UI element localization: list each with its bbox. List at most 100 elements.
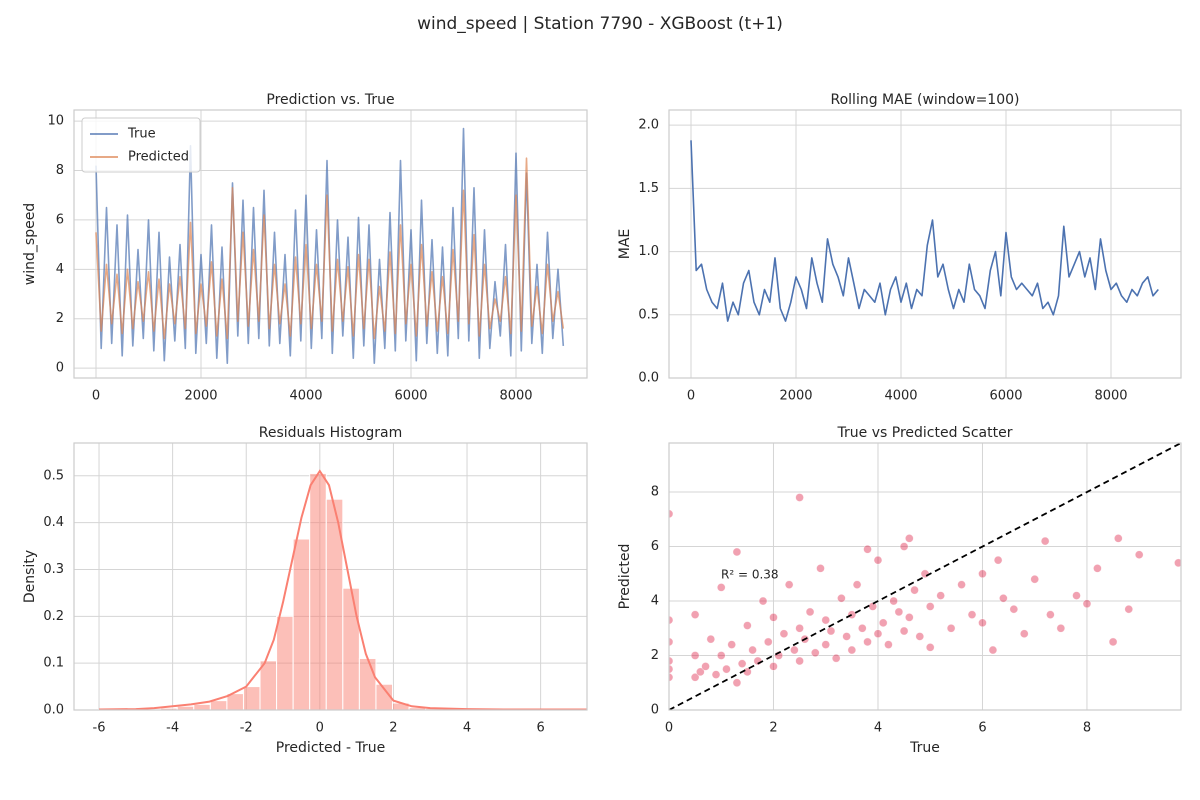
y-tick-label: 4 [651, 594, 659, 609]
scatter-point [690, 651, 700, 660]
scatter-point [795, 656, 804, 666]
scatter-point [946, 623, 956, 633]
plot-area [95, 127, 565, 364]
x-tick-label: 8000 [1094, 389, 1127, 404]
scatter-point [863, 637, 872, 647]
x-tick-label: 4 [874, 721, 882, 736]
scatter-point [1114, 534, 1123, 543]
x-tick-label: 4000 [289, 389, 322, 404]
axes-frame [73, 442, 588, 711]
x-tick-label: 6000 [989, 389, 1022, 404]
subplot: 0 2000 4000 6000 8000 0 2 4 6 8 10 Prediction vs. T… [22, 92, 588, 404]
scatter-point [1040, 536, 1050, 546]
subplot: 0 2000 4000 6000 8000 0.0 0.5 1.0 1.5 2.0 Rolling … [617, 92, 1182, 404]
y-tick-label: 8 [651, 485, 659, 500]
axes-frame [668, 109, 1182, 379]
subplot: 0 2 4 6 8 0 2 4 6 8 True vs Predicted Scatter True P… [617, 425, 1182, 756]
scatter-point [863, 544, 872, 554]
scatter-point [716, 651, 726, 660]
histogram-bar [292, 538, 311, 710]
scatter-point [732, 547, 742, 557]
plot-area [93, 469, 587, 710]
y-tick-label: 0.3 [43, 562, 64, 577]
y-tick-label: 1.5 [638, 181, 659, 196]
axes-frame [668, 442, 1182, 711]
scatter-point [1056, 623, 1066, 633]
scatter-point [669, 637, 674, 647]
x-tick-label: 4 [463, 721, 471, 736]
scatter-point [858, 623, 867, 633]
scatter-point [737, 659, 747, 668]
x-axis-label: Predicted - True [276, 740, 385, 756]
subplot-title: Prediction vs. True [266, 92, 394, 108]
figure-title: wind_speed | Station 7790 - XGBoost (t+1… [417, 14, 783, 34]
scatter-point [842, 632, 851, 641]
y-tick-label: 0.0 [638, 371, 659, 386]
x-tick-label: 2 [769, 721, 777, 736]
scatter-point [1093, 564, 1102, 573]
scatter-point [873, 629, 883, 639]
scatter-point [993, 555, 1003, 565]
identity-line [669, 443, 1181, 710]
scatter-point [1072, 591, 1081, 600]
scatter-point [831, 653, 841, 663]
scatter-point [816, 564, 825, 573]
scatter-point [936, 591, 945, 600]
scatter-point [894, 607, 904, 617]
y-tick-label: 6 [56, 212, 64, 227]
scatter-point [826, 626, 836, 636]
y-axis-label: MAE [617, 229, 633, 260]
scatter-point [669, 615, 674, 625]
scatter-point [763, 637, 773, 647]
y-tick-label: 0.5 [638, 307, 659, 322]
scatter-point [690, 673, 700, 682]
scatter-point [905, 534, 914, 543]
x-tick-label: -2 [240, 721, 253, 736]
histogram-bar [259, 660, 278, 710]
plot-area [690, 140, 1159, 322]
x-tick-label: 2000 [184, 389, 217, 404]
x-tick-label: 8 [1083, 721, 1091, 736]
scatter-point [821, 640, 831, 649]
y-tick-label: 1.0 [638, 244, 659, 259]
scatter-point [795, 493, 804, 502]
scatter-point [915, 632, 925, 641]
scatter-point [1108, 637, 1118, 647]
scatter-point [790, 645, 799, 655]
scatter-point [769, 613, 778, 622]
histogram-bar [242, 686, 261, 710]
y-tick-label: 0.4 [43, 515, 64, 530]
kde-line [98, 469, 587, 710]
scatter-point [925, 643, 935, 652]
scatter-point [743, 667, 752, 677]
y-tick-label: 8 [56, 163, 64, 178]
scatter-point [1134, 550, 1144, 560]
scatter-point [999, 593, 1008, 603]
scatter-point [669, 664, 674, 674]
y-axis-label: Density [22, 550, 38, 603]
y-tick-label: 6 [651, 539, 659, 554]
scatter-point [868, 602, 878, 611]
x-tick-label: 0 [687, 389, 695, 404]
scatter-point [1030, 574, 1040, 584]
scatter-point [711, 670, 721, 679]
scatter-point [727, 640, 736, 649]
scatter-point [957, 580, 966, 589]
scatter-point [805, 607, 815, 617]
scatter-point [669, 509, 674, 519]
x-tick-label: 0 [92, 389, 100, 404]
x-tick-label: -6 [93, 721, 106, 736]
scatter-point [1019, 629, 1029, 639]
scatter-point [769, 662, 778, 671]
scatter-point [847, 645, 857, 655]
x-tick-label: 0 [665, 721, 673, 736]
scatter-point [899, 542, 909, 551]
scatter-point [758, 596, 768, 606]
x-tick-label: 0 [316, 721, 324, 736]
y-tick-label: 4 [56, 262, 64, 277]
scatter-point [978, 569, 987, 579]
legend-box [81, 117, 201, 173]
histogram-bar [358, 657, 377, 710]
scatter-point [925, 602, 935, 611]
x-tick-label: 6 [536, 721, 544, 736]
